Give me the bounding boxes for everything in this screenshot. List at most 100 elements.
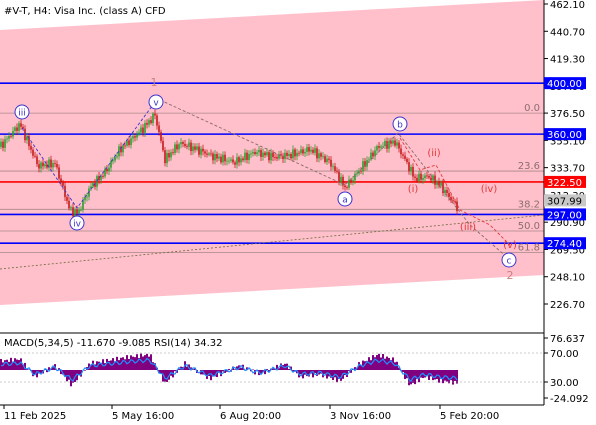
candle-body <box>196 146 198 150</box>
macd-bar <box>52 367 54 370</box>
candle-body <box>376 146 378 151</box>
macd-bar <box>398 367 400 370</box>
candle-body <box>438 181 440 186</box>
candle-body <box>432 175 434 181</box>
macd-bar <box>214 370 216 377</box>
candle-body <box>70 207 72 209</box>
candle-body <box>120 146 122 153</box>
macd-bar <box>126 355 128 370</box>
candle-body <box>100 175 102 181</box>
wave-v-circle <box>148 94 164 110</box>
candle-body <box>448 193 450 198</box>
macd-bar <box>452 370 454 385</box>
candle-body <box>84 197 86 201</box>
macd-bar <box>308 370 310 377</box>
macd-bar <box>164 370 166 382</box>
candle-body <box>138 132 140 135</box>
macd-bar <box>424 370 426 378</box>
candle-body <box>358 170 360 174</box>
price-tick-label: 226.70 <box>550 300 585 311</box>
macd-bar <box>364 361 366 370</box>
wave-iv-label: iv <box>73 220 82 230</box>
candle-body <box>260 150 262 157</box>
candle-body <box>36 156 38 165</box>
candle-body <box>456 201 458 211</box>
wave-path-iii-v <box>21 101 156 209</box>
candle-body <box>264 152 266 156</box>
macd-bar <box>58 368 60 370</box>
macd-bar <box>128 359 130 370</box>
current-price-tag <box>544 194 586 207</box>
macd-bar <box>236 366 238 370</box>
candle-body <box>60 178 62 183</box>
candle-body <box>68 200 70 209</box>
candle-body <box>166 153 168 164</box>
macd-bar <box>330 370 332 378</box>
candle-body <box>104 168 106 177</box>
macd-bar <box>102 359 104 370</box>
candle-body <box>180 142 182 145</box>
candle-body <box>342 176 344 186</box>
candle-body <box>386 141 388 149</box>
candle-body <box>154 113 156 116</box>
macd-bar <box>410 370 412 385</box>
macd-bar <box>14 358 16 370</box>
wave-sub-i-label: (i) <box>408 184 419 195</box>
candle-body <box>364 161 366 167</box>
candle-body <box>56 163 58 168</box>
candle-body <box>194 146 196 150</box>
fib-label-38.2: 38.2 <box>518 199 540 210</box>
macd-bar <box>94 364 96 370</box>
candle-body <box>48 159 50 168</box>
candle-body <box>94 183 96 187</box>
macd-bar <box>284 363 286 370</box>
macd-bar <box>454 370 456 381</box>
macd-bar <box>272 368 274 370</box>
candle-body <box>66 197 68 201</box>
macd-bar <box>348 370 350 371</box>
candle-body <box>158 125 160 133</box>
macd-bar <box>240 367 242 370</box>
candle-body <box>390 141 392 144</box>
wave-iii-label: iii <box>18 109 26 119</box>
macd-bar <box>366 360 368 370</box>
macd-bar <box>68 370 70 380</box>
candle-body <box>54 163 56 164</box>
macd-bar <box>130 355 132 370</box>
macd-bar <box>78 370 80 376</box>
price-tick-label: 376.50 <box>550 109 585 120</box>
macd-bar <box>226 370 228 372</box>
candle-body <box>188 142 190 147</box>
candle-body <box>244 152 246 161</box>
fib-label-50.0: 50.0 <box>518 221 540 232</box>
candle-body <box>316 148 318 159</box>
fib-levels: 0.0 23.6 38.2 50.0 61.8 <box>0 103 545 270</box>
macd-bar <box>98 361 100 370</box>
candle-body <box>440 182 442 186</box>
candle-body <box>324 156 326 163</box>
macd-bar <box>314 370 316 373</box>
wave-1-label: 1 <box>151 76 158 89</box>
macd-bar <box>34 370 36 375</box>
macd-bar <box>48 367 50 370</box>
candle-body <box>378 146 380 148</box>
candle-body <box>2 141 4 148</box>
macd-bar <box>122 357 124 370</box>
candle-body <box>278 154 280 159</box>
macd-bar <box>346 370 348 377</box>
candle-body <box>392 140 394 144</box>
macd-bar <box>450 370 452 381</box>
indicator-panel <box>0 352 544 387</box>
price-tick-label: 419.30 <box>550 55 585 66</box>
candle-body <box>248 153 250 160</box>
candle-body <box>394 140 396 146</box>
candle-body <box>32 149 34 156</box>
macd-bar <box>448 370 450 384</box>
macd-bar <box>132 356 134 370</box>
candle-body <box>218 156 220 159</box>
fib-label-23.6: 23.6 <box>518 161 540 172</box>
candle-body <box>292 149 294 159</box>
macd-bar <box>408 370 410 386</box>
macd-bar <box>0 358 2 370</box>
